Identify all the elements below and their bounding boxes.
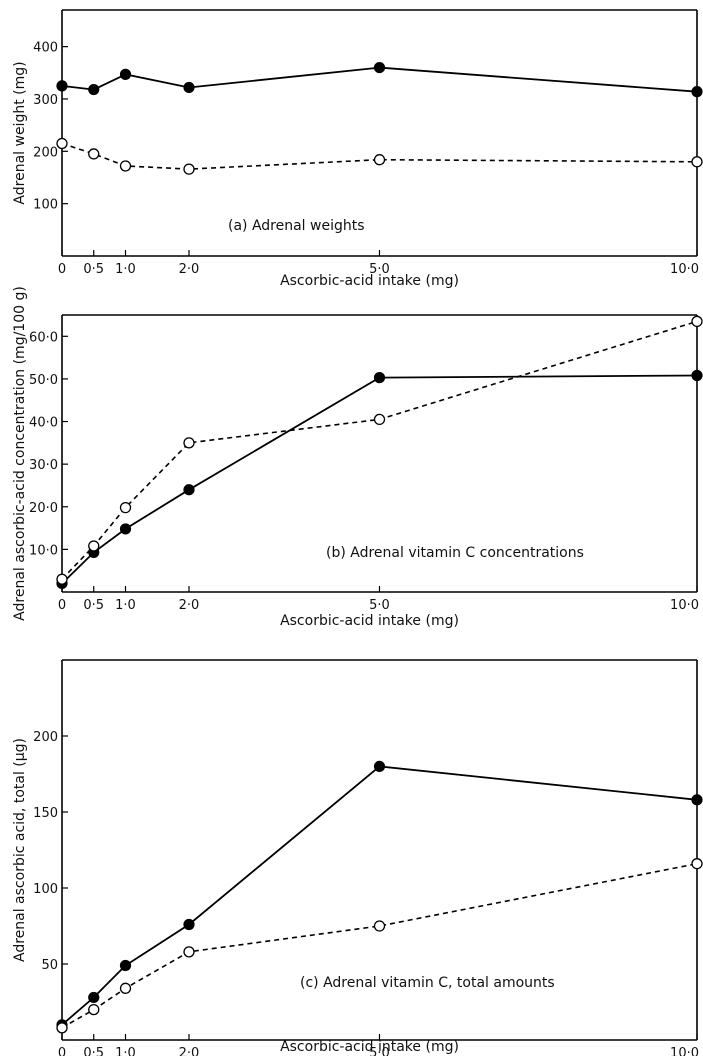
x-tick-label: 0: [58, 598, 66, 613]
y-tick-label: 10·0: [29, 543, 58, 558]
y-tick-label: 400: [33, 41, 58, 56]
data-point-open: [373, 413, 386, 426]
chart-panel-3: 50 100 150 200 0 0·5 1·0 2·0 5·0 10·0 Ascorbic-aci…: [12, 659, 703, 1056]
data-point-open: [691, 156, 703, 168]
x-tick-label: 10·0: [670, 598, 699, 613]
data-point-open: [88, 1003, 100, 1016]
y-tick-label: 20·0: [29, 501, 58, 516]
x-tick-label: 10·0: [670, 262, 699, 277]
chart-panel-1: 100 200 300 400 0 0·5 1·0 2·0 5·0 10·0 Ascorbic-ac…: [12, 9, 703, 289]
data-point-filled: [691, 794, 703, 806]
chart-panel-2: 10·0 20·0 30·0 40·0 50·0 60·0 0 0·5 1·0 2·0 5·0 10·…: [12, 286, 703, 629]
series-line-2: [61, 320, 698, 580]
x-axis-label: Ascorbic-acid intake (mg): [280, 273, 459, 289]
y-tick-label: 50·0: [29, 373, 58, 388]
data-point-open: [56, 137, 68, 150]
data-point-open: [88, 540, 100, 552]
data-point-open: [691, 858, 703, 870]
data-point-filled: [183, 484, 195, 496]
data-point-open: [373, 154, 386, 166]
x-tick-label: 1·0: [115, 598, 136, 613]
y-tick-label: 200: [33, 730, 58, 745]
y-axis-label: Adrenal weight (mg): [12, 61, 28, 204]
y-tick-label: 40·0: [29, 416, 58, 431]
x-tick-label: 0·5: [83, 598, 104, 613]
x-axis-label: Ascorbic-acid intake (mg): [280, 1039, 459, 1055]
x-tick-label: 2·0: [179, 262, 200, 277]
data-point-filled: [373, 61, 386, 74]
x-tick-label: 5·0: [369, 598, 390, 613]
x-tick-label: 1·0: [115, 1046, 136, 1056]
x-tick-label: 0: [58, 1046, 66, 1056]
x-tick-label: 0·5: [83, 1046, 104, 1056]
data-point-filled: [373, 372, 386, 384]
data-point-open: [119, 501, 132, 514]
data-point-filled: [119, 68, 132, 80]
x-axis-label: Ascorbic-acid intake (mg): [280, 613, 459, 629]
data-point-open: [183, 163, 195, 175]
data-point-filled: [691, 86, 703, 98]
y-tick-label: 30·0: [29, 458, 58, 473]
panel-caption: (c) Adrenal vitamin C, total amounts: [300, 975, 555, 991]
x-tick-label: 0·5: [83, 262, 104, 277]
data-point-filled: [373, 760, 386, 773]
y-tick-label: 300: [33, 93, 58, 108]
data-point-open: [183, 946, 195, 958]
data-point-filled: [119, 959, 132, 972]
x-tick-label: 10·0: [670, 1046, 699, 1056]
series-line-1: [61, 374, 698, 585]
data-point-open: [119, 982, 132, 994]
data-point-filled: [183, 81, 195, 94]
data-point-open: [183, 437, 195, 449]
panel-caption: (b) Adrenal vitamin C concentrations: [326, 545, 584, 561]
x-tick-label: 0: [58, 262, 66, 277]
panel-caption: (a) Adrenal weights: [228, 218, 365, 234]
y-axis-label: Adrenal ascorbic-acid concentration (mg/…: [12, 286, 28, 621]
x-tick-label: 2·0: [179, 1046, 200, 1056]
y-axis-label: Adrenal ascorbic acid, total (µg): [12, 738, 28, 962]
x-tick-label: 2·0: [179, 598, 200, 613]
data-point-filled: [119, 523, 132, 535]
series-line-2: [61, 862, 698, 1029]
data-point-open: [119, 160, 132, 172]
x-tick-label: 5·0: [369, 262, 390, 277]
y-tick-label: 100: [33, 882, 58, 897]
data-point-open: [56, 1022, 68, 1034]
data-point-open: [88, 148, 100, 160]
y-tick-label: 100: [33, 198, 58, 213]
y-tick-label: 60·0: [29, 330, 58, 345]
data-point-filled: [88, 991, 100, 1004]
y-tick-label: 150: [33, 806, 58, 821]
x-tick-label: 1·0: [115, 262, 136, 277]
data-point-filled: [88, 83, 100, 96]
data-point-open: [373, 920, 386, 932]
data-point-filled: [183, 918, 195, 931]
data-point-open: [691, 315, 703, 328]
y-tick-label: 50: [41, 958, 58, 973]
x-tick-label: 5·0: [369, 1046, 390, 1056]
data-point-filled: [691, 369, 703, 382]
data-point-open: [56, 573, 68, 585]
y-tick-label: 200: [33, 145, 58, 160]
data-point-filled: [56, 80, 68, 92]
series-line-1: [61, 765, 698, 1026]
